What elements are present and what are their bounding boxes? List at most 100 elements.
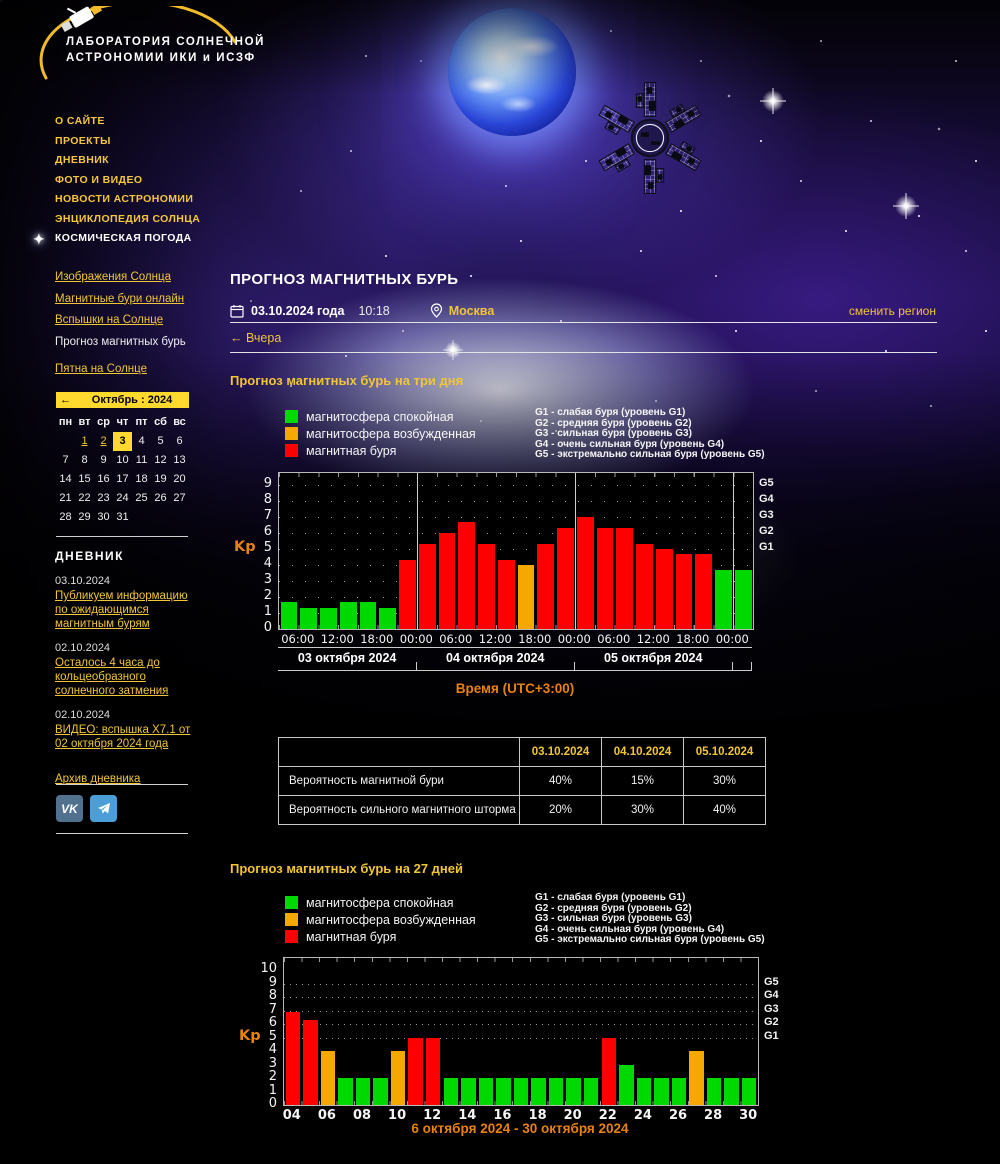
legend-label: магнитная буря [306, 443, 397, 458]
legend-swatch [285, 930, 298, 943]
sidebar-link[interactable]: Магнитные бури онлайн [55, 292, 185, 305]
page-title: ПРОГНОЗ МАГНИТНЫХ БУРЬ [230, 271, 459, 288]
section2-title: Прогноз магнитных бурь на 27 дней [230, 861, 463, 876]
kp-bar [741, 1078, 757, 1105]
kp-bar [548, 1078, 564, 1105]
legend-swatch [285, 913, 298, 926]
kp-bar [557, 528, 574, 629]
chart1-xlabel: Время (UTC+3:00) [455, 681, 575, 696]
x-tick-label: 10 [388, 1108, 407, 1123]
sidebar-link[interactable]: Изображения Солнца [55, 271, 171, 283]
calendar-day: 23 [97, 492, 110, 504]
y-tick-label: 5 [268, 1028, 277, 1044]
diary-entry-link[interactable]: Публикуем информацию по ожидающимся магн… [55, 590, 188, 630]
calendar-day[interactable]: 3 [113, 432, 132, 451]
kp-bar [513, 1078, 529, 1105]
diary-entry-link[interactable]: ВИДЕО: вспышка X7.1 от 02 октября 2024 г… [55, 724, 191, 750]
kp-bar [338, 1078, 353, 1105]
legend-swatch [285, 444, 298, 457]
nav-item[interactable]: ФОТО И ВИДЕО [55, 173, 143, 186]
change-region-link[interactable]: сменить регион [848, 303, 936, 318]
chart2-caption: 6 октября 2024 - 30 октября 2024 [411, 1121, 629, 1136]
yesterday-link[interactable]: ← Вчера [230, 331, 282, 345]
telegram-icon[interactable] [90, 795, 117, 822]
calendar-day[interactable]: 2 [100, 435, 107, 447]
kp-bar [478, 544, 495, 629]
y-tick-label: 8 [268, 988, 277, 1003]
calendar-day: 30 [97, 511, 110, 523]
calendar-day-header: пт [135, 416, 148, 428]
kp-bar [497, 560, 515, 629]
current-date: 03.10.2024 года [251, 303, 345, 318]
sidebar-link[interactable]: Прогноз магнитных бурь [55, 335, 186, 348]
main-nav: О САЙТЕ ПРОЕКТЫ ДНЕВНИК ФОТО И ВИДЕО НОВОСТИ… [33, 112, 235, 249]
site-logo[interactable]: ЛАБОРАТОРИЯ СОЛНЕЧНОЙ АСТРОНОМИИ ИКИ и И… [30, 6, 263, 101]
kp-bar [636, 1078, 652, 1105]
g-axis-label: G3 [764, 1002, 779, 1015]
g-axis-label: G1 [759, 541, 774, 553]
g-level-line: G3 - сильная буря (уровень G3) [535, 428, 692, 439]
legend-swatch [285, 410, 298, 423]
legend-label: магнитная буря [306, 929, 397, 944]
diary-entry-date: 02.10.2024 [55, 709, 111, 721]
y-tick-label: 9 [263, 476, 272, 491]
legend-swatch [285, 896, 298, 909]
banner-image [0, 0, 1000, 780]
nav-item[interactable]: НОВОСТИ АСТРОНОМИИ [55, 193, 194, 205]
diary-entry-link[interactable]: Осталось 4 часа до кольцеобразного солне… [55, 657, 169, 697]
kp-bar [379, 608, 396, 629]
nav-item[interactable]: ✦ КОСМИЧЕСКАЯ ПОГОДА [33, 229, 235, 249]
legend-2: магнитосфера спокойная магнитосфера возбу… [285, 894, 525, 945]
nav-item[interactable]: ПРОЕКТЫ [55, 134, 111, 147]
legend-label: магнитосфера возбужденная [306, 912, 476, 927]
kp-bar [655, 549, 673, 629]
divider [230, 322, 937, 323]
kp-bar [496, 1078, 511, 1105]
logo-orbit-satellite-icon [39, 6, 237, 80]
calendar-day: 22 [78, 492, 91, 504]
g-axis-label: G5 [764, 975, 779, 988]
calendar-day: 26 [154, 492, 167, 504]
kp-bar [695, 553, 712, 629]
nav-item[interactable]: О САЙТЕ [55, 115, 105, 127]
location-pin-icon [430, 303, 442, 318]
diary-section: ДНЕВНИК 03.10.2024 Публикуем информацию п… [55, 549, 195, 785]
kp-bar [566, 1078, 581, 1105]
sidebar-link[interactable]: Пятна на Солнце [55, 362, 148, 375]
calendar-day: 6 [176, 435, 183, 447]
kp-bar [461, 1078, 476, 1105]
y-tick-label: 4 [268, 1042, 277, 1057]
kp-bar [596, 528, 614, 629]
kp-bar [320, 1051, 336, 1105]
diary-archive-link[interactable]: Архив дневника [55, 773, 141, 785]
calendar-prev-icon[interactable]: ← [60, 394, 71, 406]
calendar-day[interactable]: 1 [81, 435, 88, 447]
planet-illustration [448, 8, 576, 136]
kp-bar [715, 569, 732, 629]
x-tick-label: 14 [458, 1108, 477, 1123]
calendar-day: 11 [135, 454, 148, 466]
x-tick-label: 20 [563, 1108, 582, 1123]
x-tick-label: 06:00 [439, 632, 473, 646]
vk-icon[interactable]: VK [56, 795, 83, 822]
calendar-day: 15 [78, 473, 91, 485]
legend-item: магнитосфера спокойная [285, 894, 525, 911]
x-tick-label: 00:00 [715, 632, 749, 646]
star-flare-icon [893, 193, 919, 219]
legend-item: магнитосфера возбужденная [285, 425, 525, 442]
g-axis-label: G1 [764, 1029, 779, 1042]
x-tick-label: 04 [282, 1108, 301, 1123]
x-tick-label: 28 [704, 1108, 723, 1123]
x-tick-label: 12:00 [478, 632, 512, 646]
calendar-empty-cell [151, 508, 170, 527]
nav-item[interactable]: ЭНЦИКЛОПЕДИЯ СОЛНЦА [55, 212, 201, 225]
legend-swatch [285, 427, 298, 440]
kp-bar [619, 1064, 634, 1105]
calendar-icon [230, 304, 244, 318]
x-tick-label: 18:00 [676, 632, 710, 646]
kp-axis-label: Kp [234, 539, 256, 555]
sidebar-link[interactable]: Вспышки на Солнце [55, 314, 164, 326]
nav-item[interactable]: ДНЕВНИК [55, 154, 109, 166]
calendar-day: 13 [173, 454, 186, 466]
calendar-grid: пн вт ср чт пт сб вс 1 2 3 4 5 6 7 8 9 10 11 12 13 14 15 16 17 1… [56, 413, 189, 527]
